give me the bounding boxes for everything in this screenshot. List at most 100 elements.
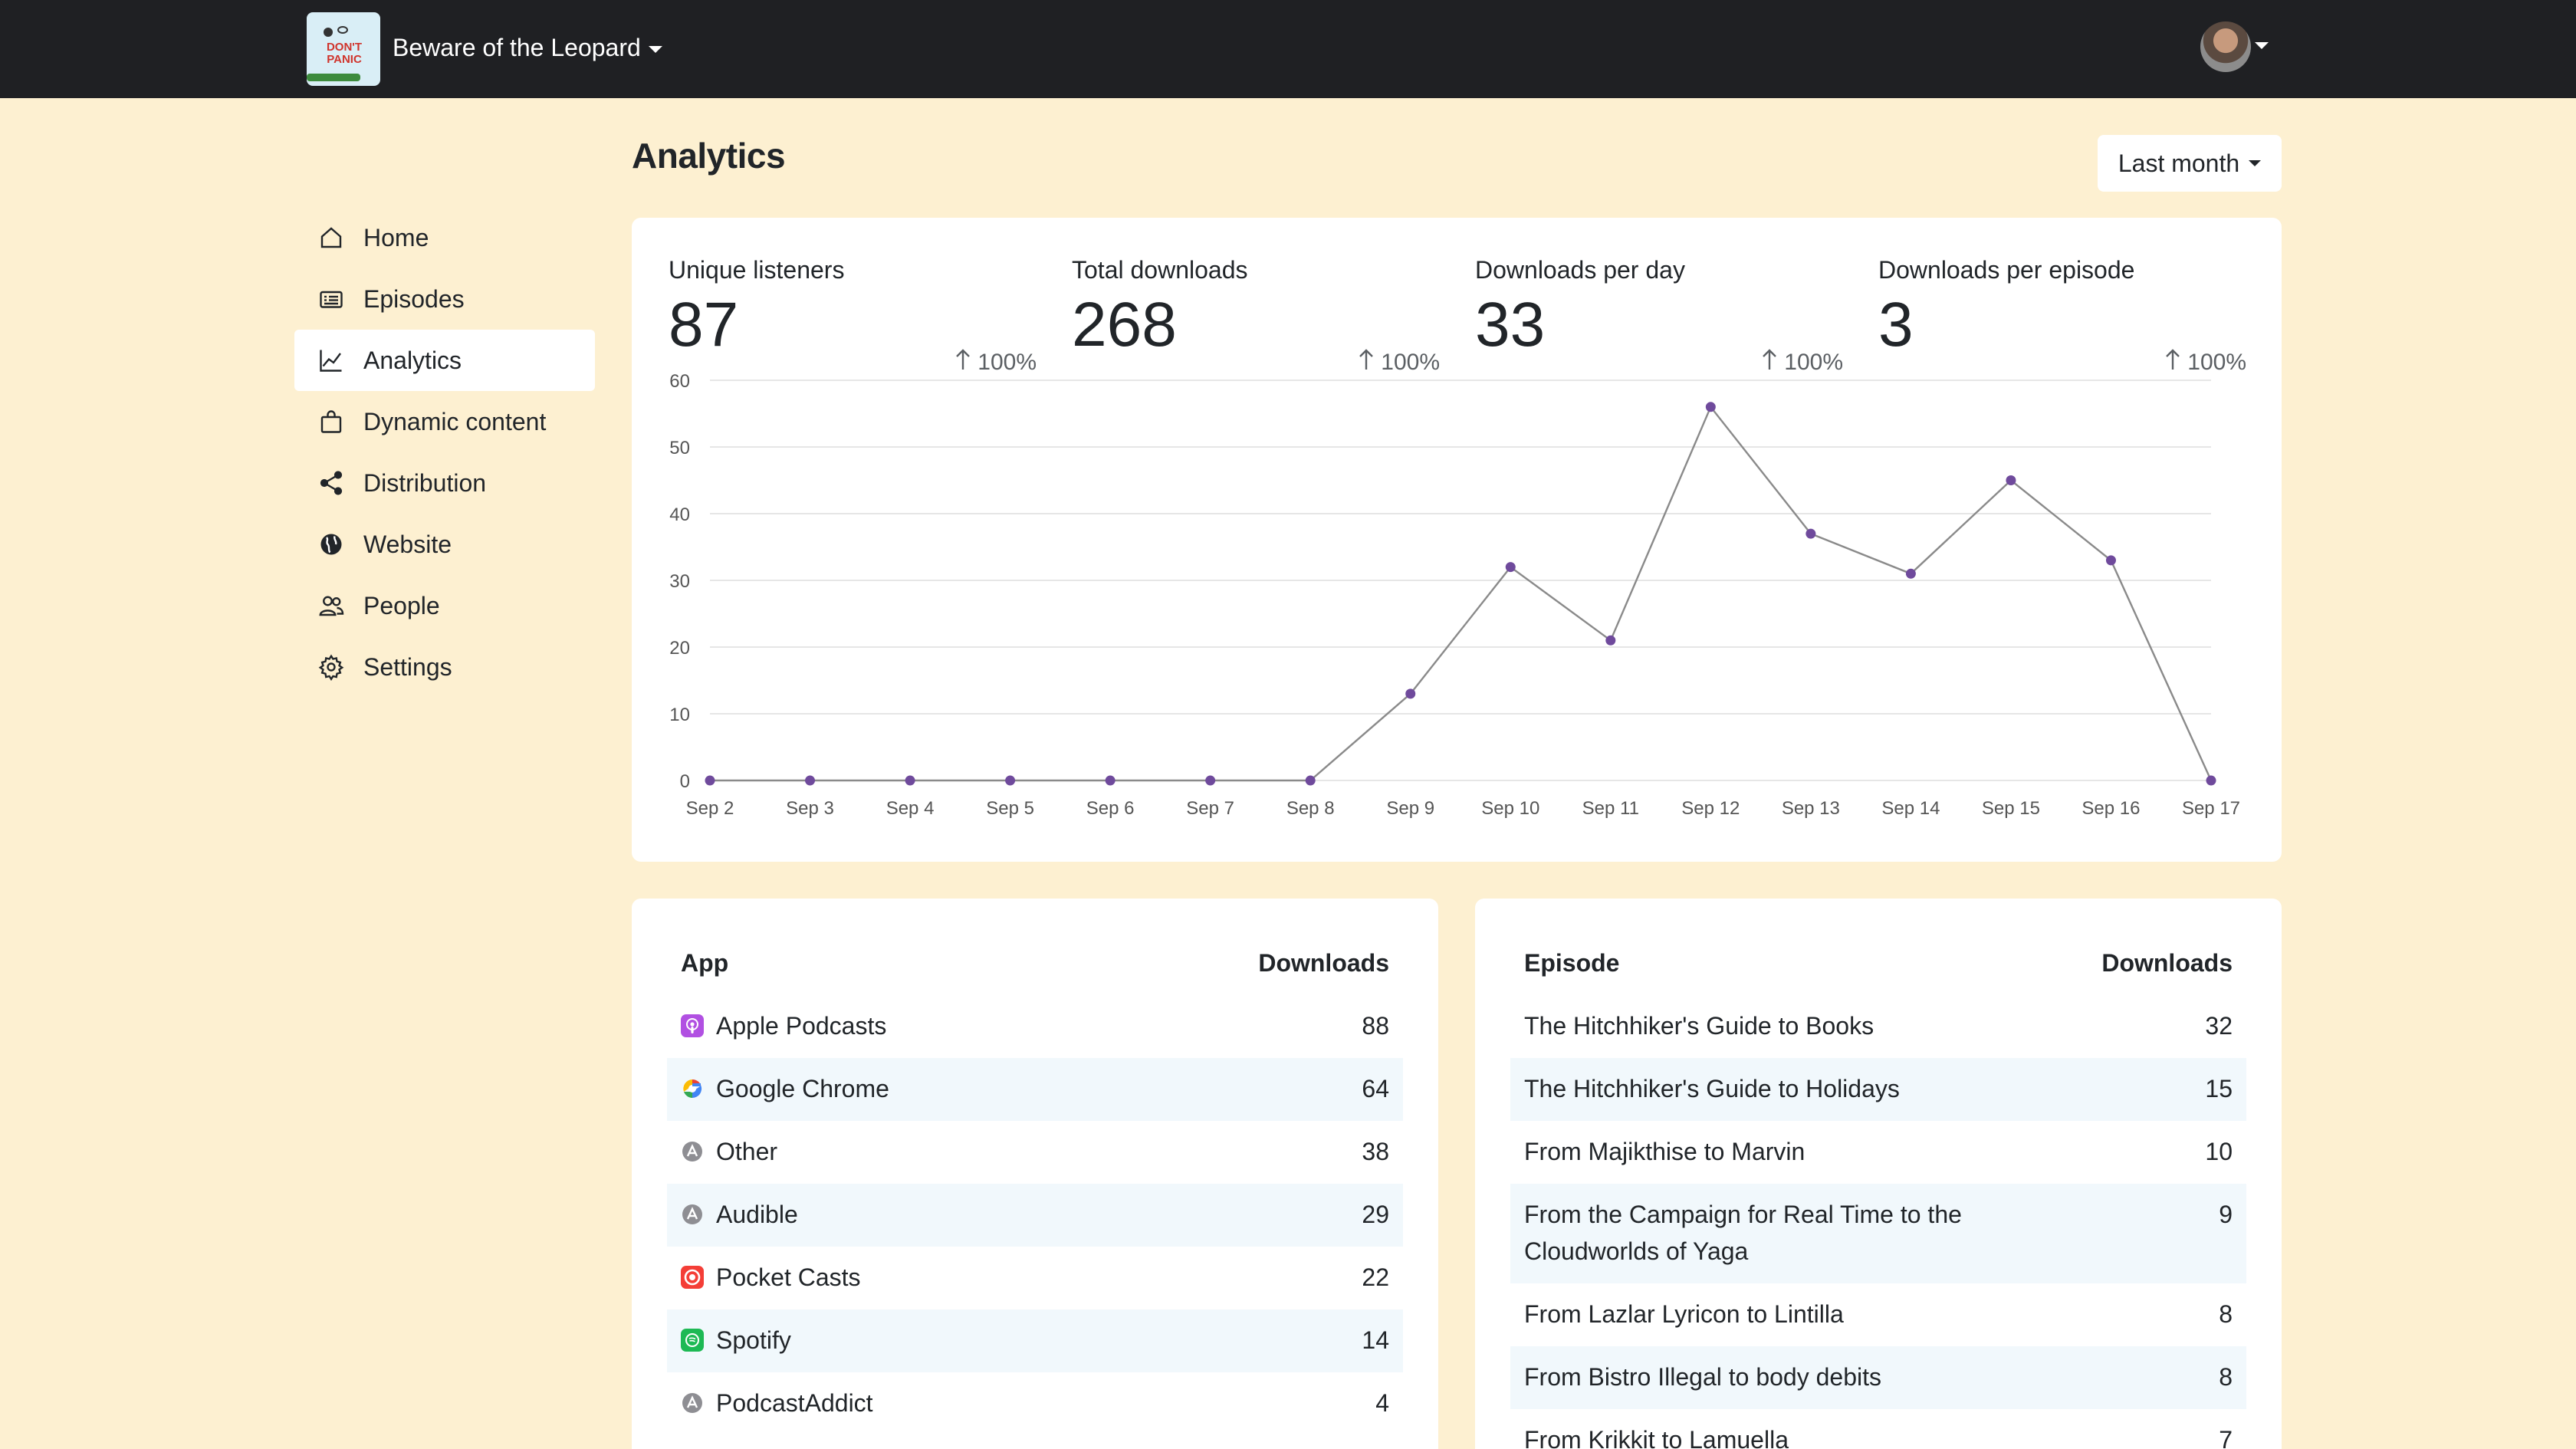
spotify-icon	[681, 1329, 704, 1352]
row-label: Other	[716, 1138, 778, 1165]
stat-change-value: 100%	[978, 350, 1037, 375]
stat-change: 100%	[1358, 348, 1440, 377]
sidebar-item-label: Settings	[363, 652, 452, 681]
stat-change: 100%	[955, 348, 1037, 377]
table-row[interactable]: From Bistro Illegal to body debits 8	[1510, 1346, 2246, 1409]
data-point	[1105, 775, 1116, 786]
downloads-line-chart: 0 10 20 30 40 50 60 Sep 2 Sep 3 Sep 4 Sep 5 Sep 6 Se…	[669, 371, 2240, 819]
y-tick-label: 60	[669, 371, 690, 392]
table-row[interactable]: The Hitchhiker's Guide to Books 32	[1510, 995, 2246, 1058]
google-chrome-icon	[681, 1077, 704, 1100]
table-row[interactable]: Spotify 14	[667, 1309, 1403, 1372]
row-label-wrap: Other	[681, 1133, 777, 1170]
row-value: 9	[2219, 1201, 2233, 1228]
data-point	[705, 775, 715, 786]
row-label-wrap: PodcastAddict	[681, 1385, 873, 1421]
logo-ring-decoration	[337, 26, 348, 34]
sidebar-item-settings[interactable]: Settings	[294, 636, 595, 698]
sidebar-item-distribution[interactable]: Distribution	[294, 452, 595, 514]
sidebar-item-home[interactable]: Home	[294, 207, 595, 268]
row-value: 32	[2205, 1012, 2233, 1040]
sidebar-item-analytics[interactable]: Analytics	[294, 330, 595, 391]
table-row[interactable]: The Hitchhiker's Guide to Holidays 15	[1510, 1058, 2246, 1121]
data-point	[1806, 528, 1816, 539]
arrow-up-icon	[2164, 348, 2181, 377]
sidebar-item-label: Dynamic content	[363, 407, 547, 435]
date-range-dropdown[interactable]: Last month	[2098, 135, 2282, 192]
podcast-title: Beware of the Leopard	[393, 34, 641, 61]
chevron-down-icon[interactable]	[2255, 42, 2269, 49]
stat-change-value: 100%	[1784, 350, 1843, 375]
sidebar-item-website[interactable]: Website	[294, 514, 595, 575]
table-row[interactable]: From the Campaign for Real Time to the C…	[1510, 1184, 2246, 1283]
podcast-logo[interactable]: DON'T PANIC	[307, 12, 380, 86]
row-label: From Bistro Illegal to body debits	[1524, 1363, 1881, 1391]
sidebar-nav: Home Episodes Analytics Dynamic content …	[294, 207, 595, 698]
data-point	[2105, 555, 2116, 566]
row-value: 14	[1362, 1326, 1389, 1354]
app-generic-icon	[681, 1140, 704, 1163]
table-row[interactable]: From Krikkit to Lamuella 7	[1510, 1409, 2246, 1449]
row-label: From the Campaign for Real Time to the C…	[1524, 1201, 1962, 1265]
table-row[interactable]: From Lazlar Lyricon to Lintilla 8	[1510, 1283, 2246, 1346]
table-row[interactable]: PodcastAddict 4	[667, 1372, 1403, 1435]
y-tick-label: 0	[680, 771, 690, 792]
x-tick-label: Sep 16	[2082, 798, 2140, 819]
table-row[interactable]: From Majikthise to Marvin 10	[1510, 1121, 2246, 1184]
stat-unique-listeners: Unique listeners 87 100%	[669, 256, 1037, 375]
table-row[interactable]: Pocket Casts 22	[667, 1247, 1403, 1309]
row-label: The Hitchhiker's Guide to Books	[1524, 1012, 1875, 1040]
stat-label: Unique listeners	[669, 256, 845, 284]
stat-value: 268	[1072, 290, 1177, 360]
sidebar-item-dynamic-content[interactable]: Dynamic content	[294, 391, 595, 452]
pocket-casts-icon	[681, 1266, 704, 1289]
data-point	[2006, 475, 2016, 485]
x-tick-label: Sep 14	[1881, 798, 1940, 819]
x-tick-label: Sep 12	[1681, 798, 1740, 819]
data-point	[1305, 775, 1316, 786]
data-point	[805, 775, 816, 786]
podcast-switcher[interactable]: Beware of the Leopard	[393, 32, 662, 63]
sidebar-item-label: Episodes	[363, 284, 465, 313]
stats-chart-card: Unique listeners 87 100% Total downloads…	[632, 218, 2282, 862]
row-label-wrap: Audible	[681, 1196, 798, 1233]
row-label: The Hitchhiker's Guide to Holidays	[1524, 1075, 1900, 1102]
app-generic-icon	[681, 1203, 704, 1226]
data-point	[905, 775, 915, 786]
x-tick-label: Sep 13	[1782, 798, 1840, 819]
column-header-downloads: Downloads	[2101, 949, 2233, 977]
column-header-app: App	[681, 949, 729, 977]
row-label: From Krikkit to Lamuella	[1524, 1426, 1789, 1449]
x-tick-label: Sep 11	[1582, 798, 1639, 819]
x-tick-label: Sep 15	[1982, 798, 2040, 819]
sidebar-item-people[interactable]: People	[294, 575, 595, 636]
episodes-table-body: The Hitchhiker's Guide to Books 32 The H…	[1510, 995, 2246, 1449]
data-point	[1405, 688, 1416, 699]
stat-label: Total downloads	[1072, 256, 1248, 284]
data-point	[1205, 775, 1216, 786]
people-icon	[317, 592, 345, 619]
logo-dot-decoration	[324, 28, 333, 37]
row-value: 38	[1362, 1138, 1389, 1165]
y-tick-label: 30	[669, 571, 690, 592]
user-avatar[interactable]	[2200, 21, 2251, 72]
y-tick-label: 10	[669, 705, 690, 725]
stat-change: 100%	[2164, 348, 2246, 377]
data-point	[1605, 635, 1616, 646]
row-label-wrap: Spotify	[681, 1322, 791, 1359]
x-tick-label: Sep 9	[1386, 798, 1434, 819]
apps-table-header: App Downloads	[681, 949, 1389, 980]
x-tick-label: Sep 8	[1286, 798, 1335, 819]
page-title: Analytics	[632, 136, 786, 176]
table-row[interactable]: Audible 29	[667, 1184, 1403, 1247]
table-row[interactable]: Google Chrome 64	[667, 1058, 1403, 1121]
data-point	[1705, 402, 1716, 412]
top-navbar: DON'T PANIC Beware of the Leopard	[0, 0, 2576, 98]
row-value: 88	[1362, 1012, 1389, 1040]
stat-change-value: 100%	[2187, 350, 2246, 375]
stat-value: 3	[1878, 290, 1914, 360]
sidebar-item-episodes[interactable]: Episodes	[294, 268, 595, 330]
table-row[interactable]: Apple Podcasts 88	[667, 995, 1403, 1058]
table-row[interactable]: Other 38	[667, 1121, 1403, 1184]
row-value: 4	[1375, 1389, 1389, 1417]
